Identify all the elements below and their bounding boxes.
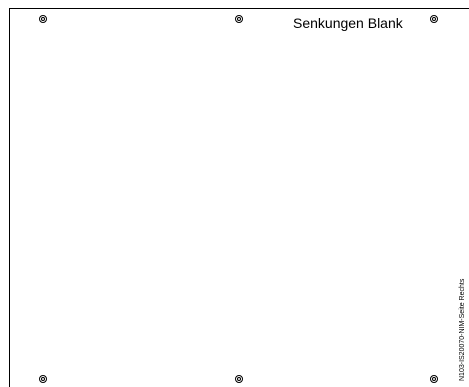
countersink-hole-icon — [235, 375, 243, 383]
countersink-hole-icon — [430, 15, 438, 23]
countersink-hole-icon — [39, 15, 47, 23]
panel-title: Senkungen Blank — [293, 15, 403, 31]
countersink-hole-icon — [235, 15, 243, 23]
countersink-hole-icon — [430, 375, 438, 383]
countersink-hole-icon — [39, 375, 47, 383]
panel-left-edge — [9, 8, 10, 387]
side-code-text: N103-IS20070-NIM-Seite Rechts — [459, 278, 466, 381]
side-code-label: N103-IS20070-NIM-Seite Rechts — [458, 274, 467, 381]
panel-top-edge — [9, 8, 469, 9]
